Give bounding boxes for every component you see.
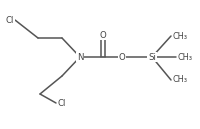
Text: O: O bbox=[99, 30, 106, 39]
Text: CH₃: CH₃ bbox=[172, 31, 187, 41]
Text: CH₃: CH₃ bbox=[177, 53, 192, 62]
Text: N: N bbox=[76, 53, 83, 62]
Text: O: O bbox=[118, 53, 125, 62]
Text: CH₃: CH₃ bbox=[172, 75, 187, 84]
Text: Cl: Cl bbox=[58, 99, 66, 107]
Text: Si: Si bbox=[147, 53, 155, 62]
Text: Cl: Cl bbox=[6, 15, 14, 25]
